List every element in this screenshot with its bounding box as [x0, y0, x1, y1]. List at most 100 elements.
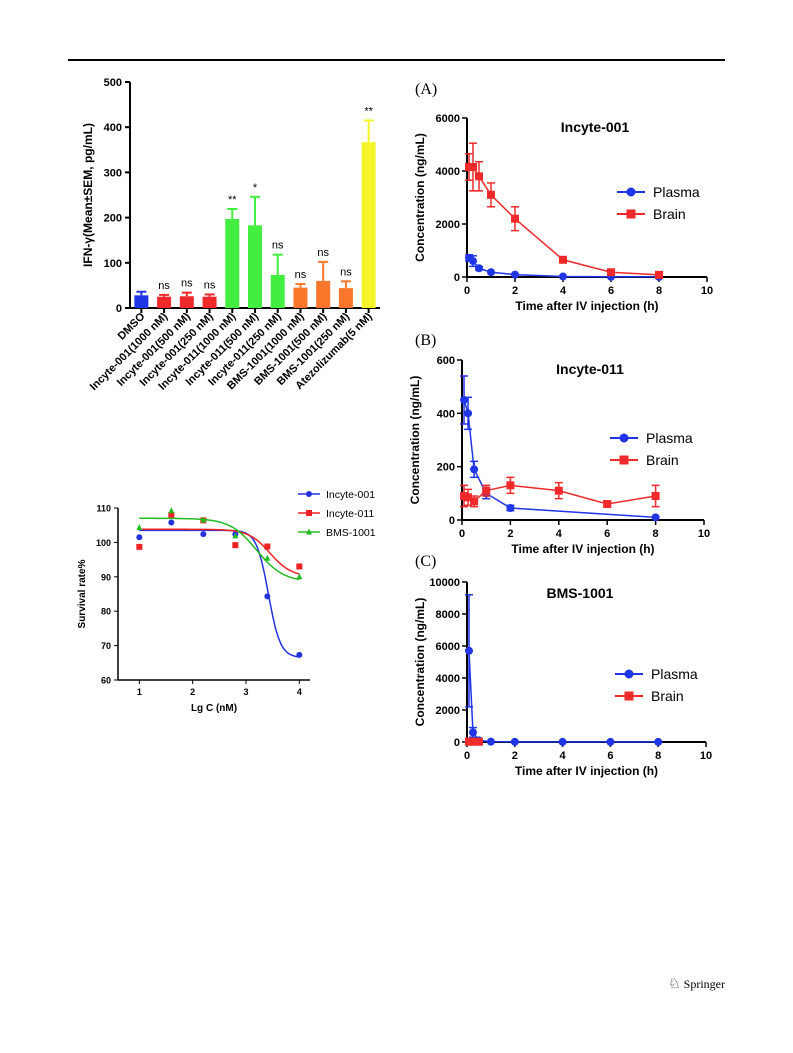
significance-label: ns	[158, 280, 170, 292]
data-point	[469, 257, 477, 266]
legend-label: Brain	[651, 688, 684, 704]
y-tick-label: 600	[437, 355, 455, 367]
significance-label: ns	[295, 269, 307, 281]
bar	[270, 275, 285, 308]
significance-label: **	[228, 194, 237, 206]
data-point	[468, 737, 477, 746]
x-tick-label: 10	[700, 750, 712, 762]
panel-letter: (B)	[415, 332, 436, 349]
bar	[248, 225, 262, 308]
x-tick-label: 8	[655, 750, 661, 762]
chart-title: Incyte-011	[556, 361, 624, 377]
significance-label: ns	[340, 266, 352, 278]
x-tick-label: 0	[464, 750, 470, 762]
data-point	[475, 264, 483, 273]
legend-marker	[626, 187, 636, 197]
pk-chart-bms-1001: (C) BMS-1001 0 2000 4000 6000 8000 10000 0 2 4 6 8 10…	[413, 553, 712, 778]
legend-marker	[306, 528, 312, 535]
significance-label: ns	[181, 278, 193, 290]
x-axis-label: Time after IV injection (h)	[515, 299, 658, 313]
data-point	[603, 500, 612, 508]
data-point	[468, 728, 477, 737]
x-tick-label: 10	[698, 528, 710, 540]
pk-chart-incyte-011: (B) Incyte-011 0 200 400 600 0 2 4 6 8 10 Time after…	[408, 332, 710, 556]
data-point	[464, 646, 473, 655]
data-point	[470, 497, 479, 506]
data-point	[487, 190, 495, 199]
x-tick-label: 0	[459, 528, 465, 540]
significance-label: *	[253, 182, 258, 194]
x-axis-label: Time after IV injection (h)	[511, 542, 654, 556]
legend-label: Brain	[653, 206, 686, 222]
significance-label: ns	[317, 247, 329, 259]
data-point	[470, 465, 479, 474]
legend-label: Incyte-011	[326, 508, 374, 520]
data-point	[464, 409, 473, 418]
legend-marker	[306, 491, 312, 497]
bar	[134, 295, 149, 308]
data-point	[482, 486, 491, 495]
y-axis-label: Survival rate%	[77, 559, 88, 628]
data-point	[296, 563, 303, 570]
y-tick-label: 100	[96, 538, 111, 548]
significance-label: **	[364, 105, 373, 117]
legend-label: Plasma	[646, 430, 693, 446]
y-tick-label: 200	[437, 462, 455, 474]
data-point	[136, 524, 143, 531]
chart-title: Incyte-001	[561, 119, 630, 135]
fit-curve	[139, 517, 300, 581]
bar	[225, 218, 240, 308]
y-axis-label: IFN-γ(Mean±SEM, pg/mL)	[81, 123, 95, 267]
data-point	[464, 163, 473, 172]
legend-label: Plasma	[653, 184, 700, 200]
data-point	[464, 493, 473, 502]
x-tick-label: 6	[607, 750, 613, 762]
significance-label: ns	[204, 279, 216, 291]
data-point	[506, 481, 515, 490]
legend-label: Brain	[646, 452, 679, 468]
y-tick-label: 400	[104, 122, 122, 134]
y-tick-label: 100	[104, 258, 122, 270]
data-point	[559, 255, 567, 264]
x-tick-label: 4	[560, 750, 567, 762]
y-tick-label: 90	[101, 572, 111, 582]
bar	[179, 296, 194, 308]
y-tick-label: 0	[116, 303, 122, 315]
y-axis-label: Concentration (ng/mL)	[408, 376, 422, 505]
data-point	[264, 593, 271, 600]
data-point	[232, 532, 239, 539]
data-point	[487, 268, 495, 277]
x-axis-label: Time after IV injection (h)	[515, 764, 658, 778]
header-rule	[68, 59, 725, 61]
bar	[316, 280, 331, 308]
y-tick-label: 0	[454, 737, 460, 749]
y-tick-label: 0	[449, 515, 455, 527]
publisher-footer: ♘ Springer	[668, 976, 725, 993]
data-point	[168, 519, 175, 526]
x-axis-label: Lg C (nM)	[191, 703, 237, 714]
y-tick-label: 8000	[436, 609, 460, 621]
significance-label: ns	[272, 240, 284, 252]
data-point	[651, 513, 660, 522]
survival-rate-chart: 60 70 80 90 100 110 1 2 3 4 Lg C (nM) Survival rate…	[77, 489, 376, 714]
legend-marker	[619, 455, 629, 465]
x-tick-label: 2	[512, 750, 518, 762]
data-point	[558, 737, 567, 746]
y-tick-label: 110	[96, 504, 111, 514]
data-point	[510, 737, 519, 746]
data-point	[460, 492, 469, 500]
y-tick-label: 60	[101, 676, 111, 686]
data-point	[651, 492, 660, 500]
legend-label: Plasma	[651, 666, 698, 682]
chart-title: BMS-1001	[547, 585, 614, 601]
data-point	[511, 214, 519, 223]
data-point	[200, 531, 207, 538]
y-tick-label: 2000	[436, 705, 460, 717]
data-point	[607, 268, 615, 277]
data-point	[606, 737, 615, 746]
data-point	[296, 573, 303, 580]
panel-letter: (A)	[415, 81, 437, 98]
data-point	[655, 270, 663, 279]
data-point	[469, 163, 477, 172]
